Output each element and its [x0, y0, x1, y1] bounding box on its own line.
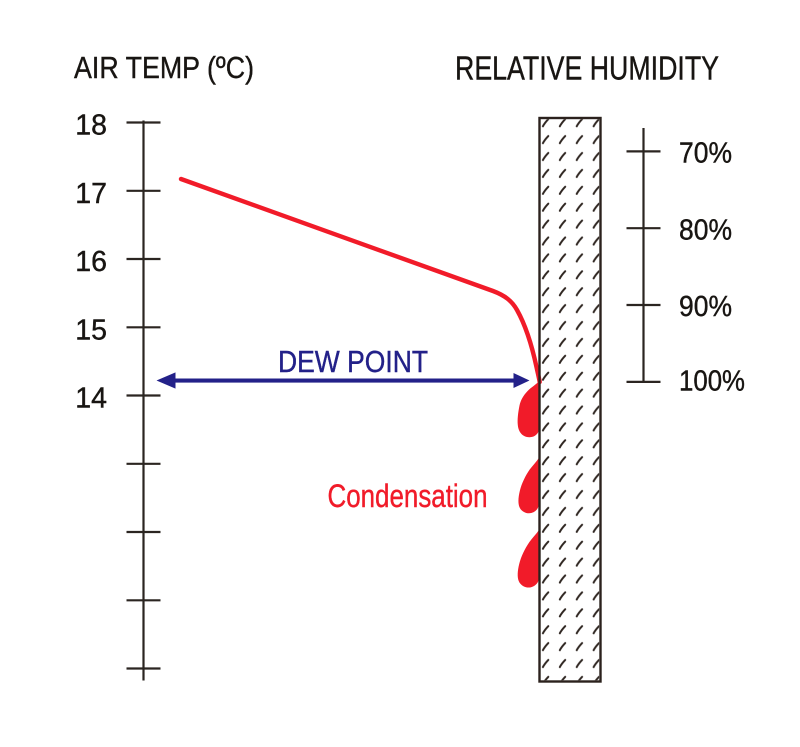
svg-text:14: 14: [75, 383, 107, 415]
svg-text:100%: 100%: [679, 366, 745, 398]
svg-text:80%: 80%: [679, 214, 732, 246]
svg-text:DEW POINT: DEW POINT: [278, 345, 428, 379]
svg-text:70%: 70%: [679, 138, 732, 170]
svg-text:Condensation: Condensation: [328, 478, 488, 514]
svg-text:18: 18: [75, 110, 107, 142]
svg-text:90%: 90%: [679, 291, 732, 323]
svg-text:17: 17: [75, 178, 107, 210]
svg-text:AIR TEMP (ºC): AIR TEMP (ºC): [74, 50, 254, 85]
svg-text:15: 15: [75, 314, 107, 346]
svg-text:RELATIVE HUMIDITY: RELATIVE HUMIDITY: [455, 50, 719, 87]
svg-text:16: 16: [75, 246, 107, 278]
